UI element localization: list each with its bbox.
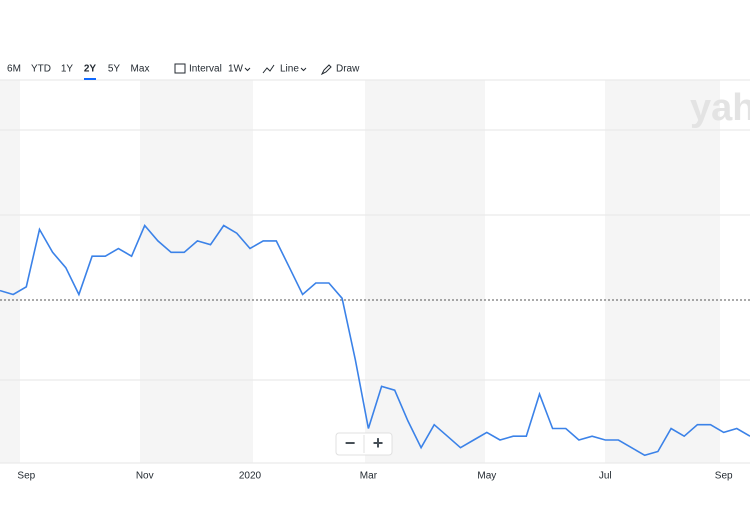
interval-icon	[174, 63, 186, 74]
chevron	[244, 67, 251, 72]
chart-style[interactable]: Line	[280, 64, 299, 75]
zoom-in[interactable]: +	[373, 433, 384, 453]
interval-label[interactable]: Interval	[189, 64, 222, 75]
chevron	[300, 67, 307, 72]
zoom-out[interactable]: −	[345, 433, 356, 453]
range-button[interactable]: 5Y	[108, 64, 121, 75]
range-button[interactable]: 1Y	[61, 64, 74, 75]
line-icon	[262, 64, 275, 74]
x-tick-label: Jul	[599, 471, 612, 482]
x-tick-label: 2020	[239, 471, 262, 482]
watermark: yah	[690, 87, 750, 129]
plot: Sep Nov 2020 Mar May Jul Sep	[0, 224, 750, 482]
x-tick-label: Mar	[360, 471, 378, 482]
x-tick-label: Sep	[715, 471, 733, 482]
band	[605, 80, 720, 463]
x-tick-label: Sep	[17, 471, 35, 482]
band	[365, 80, 485, 463]
range-button[interactable]: 2Y	[84, 64, 97, 75]
x-tick-label: May	[477, 471, 496, 482]
draw-button[interactable]: Draw	[336, 64, 360, 75]
range-button[interactable]: YTD	[31, 64, 51, 75]
draw-icon	[320, 64, 332, 76]
band	[0, 80, 20, 463]
zoom-controls: − +	[335, 432, 393, 456]
toolbar: 6M YTD 1Y 2Y 5Y Max Interval 1W Line Draw	[7, 63, 360, 80]
x-tick-label: Nov	[136, 471, 154, 482]
price-line	[0, 224, 750, 457]
range-button[interactable]: Max	[131, 64, 150, 75]
range-button[interactable]: 6M	[7, 64, 21, 75]
band	[140, 80, 253, 463]
interval-value[interactable]: 1W	[228, 64, 244, 75]
background-bands	[0, 80, 720, 463]
